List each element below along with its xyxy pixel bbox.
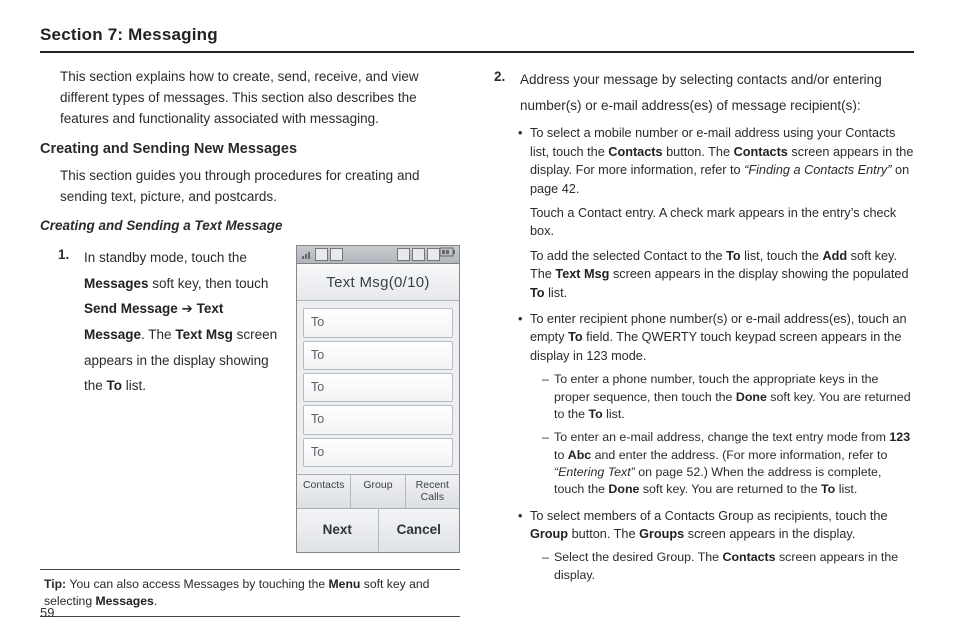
section-rule — [40, 51, 914, 53]
text: screen appears in the display. — [684, 527, 855, 541]
heading-creating: Creating and Sending New Messages — [40, 138, 460, 160]
softkey-cancel[interactable]: Cancel — [379, 509, 460, 552]
to-field[interactable]: To — [303, 405, 453, 434]
bold: Groups — [639, 527, 684, 541]
italic-ref: “Entering Text” — [554, 465, 635, 479]
status-icon — [412, 248, 425, 261]
tip-label: Tip: — [44, 577, 70, 591]
bold: Send Message — [84, 301, 178, 316]
status-icon — [427, 248, 440, 261]
text: soft key. You are returned to the — [639, 482, 821, 496]
phone-to-list: To To To To To — [297, 301, 459, 474]
bold: Text Msg — [555, 267, 609, 281]
section-title: Section 7: Messaging — [40, 25, 914, 45]
text: To enter an e-mail address, change the t… — [554, 430, 889, 444]
text: In standby mode, touch the — [84, 250, 247, 265]
bold: 123 — [889, 430, 910, 444]
bold: Contacts — [608, 145, 662, 159]
to-field[interactable]: To — [303, 308, 453, 337]
bold: Group — [530, 527, 568, 541]
text: to — [554, 448, 568, 462]
bullet-enter-number: To enter recipient phone number(s) or e-… — [518, 310, 914, 499]
text: To select members of a Contacts Group as… — [530, 509, 888, 523]
bullet-group: To select members of a Contacts Group as… — [518, 507, 914, 585]
tab-group[interactable]: Group — [351, 475, 405, 508]
text: list. — [122, 378, 146, 393]
text: . — [154, 594, 157, 608]
italic-ref: “Finding a Contacts Entry” — [744, 163, 891, 177]
heading-text-message: Creating and Sending a Text Message — [40, 216, 460, 237]
text: To add the selected Contact to the — [530, 249, 726, 263]
bold: To — [107, 378, 123, 393]
status-icon — [315, 248, 328, 261]
text: screen appears in the display showing th… — [609, 267, 908, 281]
text: list, touch the — [741, 249, 823, 263]
bold: To — [588, 407, 602, 421]
bold: Add — [822, 249, 847, 263]
to-field[interactable]: To — [303, 373, 453, 402]
text: list. — [603, 407, 625, 421]
paragraph: To add the selected Contact to the To li… — [530, 247, 914, 302]
subitem-email: To enter an e-mail address, change the t… — [542, 429, 914, 498]
arrow-icon: ➔ — [178, 301, 197, 316]
bold: Text Msg — [175, 327, 233, 342]
bold: Menu — [329, 577, 361, 591]
text: Select the desired Group. The — [554, 550, 723, 564]
status-icon — [397, 248, 410, 261]
text: field. The QWERTY touch keypad screen ap… — [530, 330, 901, 362]
step-1: 1. In standby mode, touch the Messages s… — [58, 245, 286, 399]
text: . The — [141, 327, 175, 342]
paragraph: Touch a Contact entry. A check mark appe… — [530, 204, 914, 241]
text: button. The — [568, 527, 639, 541]
battery-icon — [440, 247, 456, 263]
page-number: 59 — [40, 605, 54, 620]
step-number: 2. — [494, 67, 510, 118]
subitem-phone: To enter a phone number, touch the appro… — [542, 371, 914, 423]
text: list. — [835, 482, 857, 496]
to-field[interactable]: To — [303, 341, 453, 370]
text: button. The — [663, 145, 734, 159]
phone-title: Text Msg(0/10) — [297, 264, 459, 301]
step-number: 1. — [58, 245, 74, 399]
signal-icon — [302, 249, 313, 260]
subitem-select-group: Select the desired Group. The Contacts s… — [542, 549, 914, 584]
bullet-contacts: To select a mobile number or e-mail addr… — [518, 124, 914, 302]
bold: Abc — [568, 448, 591, 462]
bold: To — [821, 482, 835, 496]
bold: To — [726, 249, 741, 263]
bold: Messages — [84, 276, 149, 291]
bold: To — [530, 286, 545, 300]
text: You can also access Messages by touching… — [70, 577, 329, 591]
bold: Contacts — [723, 550, 776, 564]
to-field[interactable]: To — [303, 438, 453, 467]
text: and enter the address. (For more informa… — [591, 448, 887, 462]
bold: Messages — [96, 594, 154, 608]
intro-paragraph: This section explains how to create, sen… — [40, 67, 460, 130]
creating-body: This section guides you through procedur… — [40, 166, 460, 208]
bold: Done — [736, 390, 767, 404]
text: list. — [545, 286, 568, 300]
step-2: 2. Address your message by selecting con… — [494, 67, 914, 118]
bold: To — [568, 330, 583, 344]
softkey-next[interactable]: Next — [297, 509, 379, 552]
tip-box: Tip: You can also access Messages by tou… — [40, 569, 460, 617]
phone-statusbar — [297, 246, 459, 264]
bold: Contacts — [734, 145, 788, 159]
text: soft key, then touch — [149, 276, 269, 291]
bold: Done — [608, 482, 639, 496]
tab-recent-calls[interactable]: Recent Calls — [406, 475, 459, 508]
status-icon — [330, 248, 343, 261]
phone-screenshot: Text Msg(0/10) To To To To To Contacts G… — [296, 245, 460, 553]
step-text: Address your message by selecting contac… — [520, 67, 914, 118]
tab-contacts[interactable]: Contacts — [297, 475, 351, 508]
step-text: In standby mode, touch the Messages soft… — [84, 245, 286, 399]
